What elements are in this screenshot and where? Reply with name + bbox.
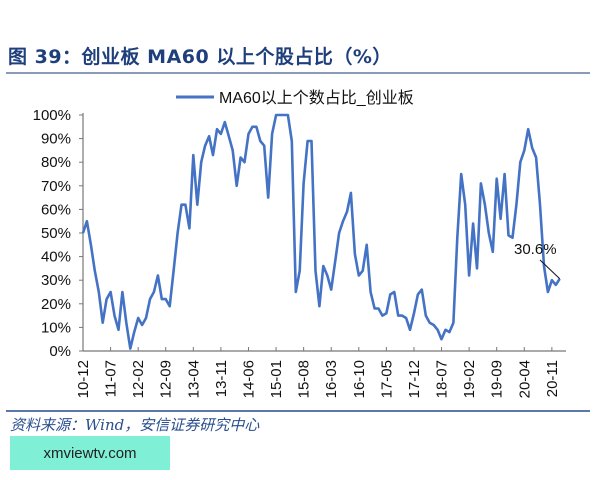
x-tick-label: 19-09: [489, 360, 506, 398]
tick-labels: 0% 10% 20% 30% 40% 50% 60% 70% 80% 90% 100% 10-12 11…: [33, 107, 561, 398]
annotation-label: 30.6%: [514, 241, 557, 258]
y-tick-label: 80%: [41, 154, 71, 171]
y-tick-label: 50%: [41, 225, 71, 242]
figure-title: 图 39：创业板 MA60 以上个股占比（%）: [8, 46, 392, 68]
legend: MA60以上个数占比_创业板: [176, 89, 414, 107]
watermark: xmviewtv.com: [10, 436, 170, 470]
x-tick-label: 18-07: [434, 360, 451, 398]
x-tick-label: 13-11: [213, 360, 230, 397]
y-tick-label: 70%: [41, 178, 71, 195]
y-tick-label: 30%: [41, 272, 71, 289]
y-tick-label: 20%: [41, 296, 71, 313]
x-tick-label: 17-05: [378, 360, 395, 398]
y-tick-label: 40%: [41, 249, 71, 266]
x-tick-label: 13-04: [185, 360, 202, 398]
x-tick-label: 20-04: [516, 360, 533, 398]
source-divider: [6, 410, 590, 412]
source-note: 资料来源：Wind，安信证券研究中心: [10, 416, 260, 434]
x-tick-label: 20-11: [544, 360, 561, 397]
annotation-leader: [539, 259, 561, 280]
x-tick-label: 14-06: [240, 360, 257, 398]
x-tick-label: 19-02: [461, 360, 478, 398]
x-tick-label: 12-09: [158, 360, 175, 398]
x-tick-label: 11-07: [103, 360, 120, 397]
plot-area: [81, 113, 561, 350]
x-tick-label: 10-12: [75, 360, 92, 398]
annotation: 30.6%: [514, 241, 561, 280]
axes: [79, 113, 566, 352]
y-tick-label: 60%: [41, 201, 71, 218]
x-tick-label: 17-12: [406, 360, 423, 398]
y-tick-label: 100%: [33, 107, 71, 124]
x-tick-label: 15-08: [296, 360, 313, 398]
x-tick-label: 16-10: [351, 360, 368, 398]
series-line: [81, 113, 561, 350]
x-tick-label: 16-03: [323, 360, 340, 398]
x-tick-label: 12-02: [130, 360, 147, 398]
y-tick-label: 90%: [41, 131, 71, 148]
y-tick-label: 10%: [41, 319, 71, 336]
y-tick-label: 0%: [49, 343, 71, 360]
x-tick-label: 15-01: [268, 360, 285, 398]
legend-label: MA60以上个数占比_创业板: [219, 89, 414, 107]
title-divider: [6, 72, 590, 74]
